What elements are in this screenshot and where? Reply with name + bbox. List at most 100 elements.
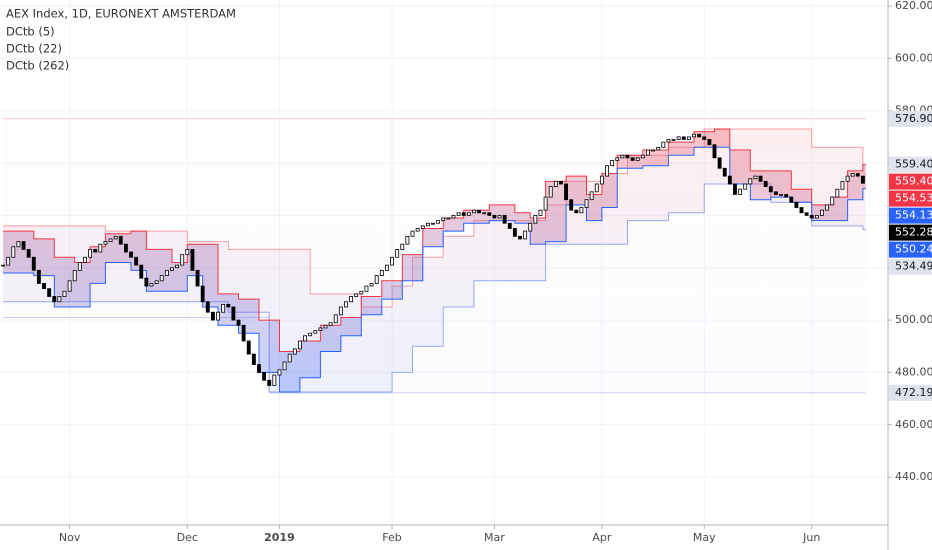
candle-body bbox=[308, 332, 313, 337]
y-tick-label: 480.00 bbox=[895, 365, 932, 378]
candle-body bbox=[210, 311, 215, 321]
candle-body bbox=[154, 280, 159, 284]
candle-body bbox=[436, 220, 441, 224]
price-label-bg bbox=[889, 384, 932, 401]
candle-body bbox=[395, 249, 400, 258]
candle-body bbox=[717, 157, 722, 169]
channel-lower bbox=[3, 317, 866, 394]
candle-body bbox=[267, 379, 272, 386]
candle-body bbox=[16, 241, 21, 248]
candle-body bbox=[825, 204, 830, 211]
candle-body bbox=[118, 235, 123, 245]
candle-body bbox=[635, 157, 640, 161]
candle-body bbox=[814, 214, 819, 219]
candle-body bbox=[405, 235, 410, 245]
candle-body bbox=[768, 186, 773, 193]
candle-body bbox=[686, 136, 691, 140]
candle-body bbox=[175, 264, 180, 269]
channel-upper bbox=[3, 128, 866, 352]
candle-body bbox=[599, 175, 604, 185]
price-label: 559.40 bbox=[895, 158, 932, 171]
candle-body bbox=[108, 238, 113, 242]
candle-body bbox=[139, 264, 144, 279]
candle-body bbox=[57, 296, 62, 303]
legend-entry: DCtb (262) bbox=[6, 59, 69, 73]
candle-body bbox=[855, 173, 860, 177]
candle-body bbox=[830, 196, 835, 206]
candle-body bbox=[559, 180, 563, 185]
x-tick-label: 2019 bbox=[264, 531, 295, 544]
candle-body bbox=[523, 230, 528, 240]
candle-body bbox=[277, 369, 282, 376]
candle-body bbox=[733, 183, 737, 195]
candle-body bbox=[6, 256, 11, 266]
candle-body bbox=[804, 212, 809, 216]
candle-body bbox=[246, 340, 251, 355]
candle-body bbox=[415, 228, 420, 232]
candle-body bbox=[579, 207, 584, 214]
candle-body bbox=[328, 322, 333, 326]
candle-body bbox=[318, 327, 323, 331]
candle-body bbox=[784, 194, 789, 198]
x-tick-label: Apr bbox=[592, 531, 612, 544]
candle-body bbox=[384, 264, 389, 271]
candle-body bbox=[738, 188, 743, 195]
candle-body bbox=[758, 175, 763, 182]
candle-body bbox=[257, 364, 261, 373]
price-label-bg bbox=[889, 207, 932, 224]
candle-body bbox=[646, 149, 650, 156]
candle-body bbox=[584, 199, 589, 208]
price-label: 559.40 bbox=[895, 175, 932, 188]
candle-body bbox=[420, 225, 425, 229]
candle-body bbox=[359, 290, 364, 295]
candle-body bbox=[297, 340, 302, 350]
candle-body bbox=[195, 269, 200, 287]
candle-body bbox=[466, 212, 471, 216]
candle-body bbox=[216, 311, 220, 321]
candle-body bbox=[533, 214, 538, 224]
candle-body bbox=[287, 353, 292, 363]
candle-body bbox=[451, 214, 456, 219]
candle-body bbox=[487, 212, 492, 216]
candle-body bbox=[344, 301, 348, 308]
price-label-bg bbox=[889, 224, 932, 241]
axes: 440.00460.00480.00500.00520.00540.00560.… bbox=[59, 0, 932, 544]
candle-body bbox=[707, 139, 712, 146]
y-tick-label: 460.00 bbox=[895, 418, 932, 431]
candle-body bbox=[605, 165, 609, 177]
candle-body bbox=[492, 214, 497, 219]
candle-body bbox=[630, 157, 635, 161]
candle-body bbox=[431, 222, 435, 225]
candle-body bbox=[789, 196, 794, 203]
price-label: 472.19 bbox=[895, 386, 932, 399]
candle-body bbox=[697, 133, 702, 138]
candle-body bbox=[835, 188, 840, 198]
candle-body bbox=[251, 353, 256, 365]
candle-body bbox=[1, 264, 6, 267]
candle-body bbox=[512, 228, 517, 237]
candle-body bbox=[748, 178, 753, 185]
price-label-bg bbox=[889, 241, 932, 258]
candle-body bbox=[144, 277, 149, 287]
candle-body bbox=[518, 235, 522, 240]
candle-body bbox=[727, 175, 732, 185]
candle-body bbox=[820, 209, 824, 216]
candle-body bbox=[773, 191, 778, 195]
candle-body bbox=[809, 214, 814, 219]
x-tick-label: Mar bbox=[484, 531, 505, 544]
candle-body bbox=[743, 183, 748, 190]
candle-body bbox=[21, 241, 26, 250]
candle-body bbox=[574, 209, 579, 214]
candle-body bbox=[610, 160, 615, 167]
candle-body bbox=[564, 183, 569, 201]
candle-body bbox=[103, 241, 108, 245]
candle-body bbox=[47, 288, 52, 297]
candle-body bbox=[62, 290, 67, 297]
candle-body bbox=[543, 196, 548, 211]
candle-body bbox=[113, 235, 118, 240]
candle-body bbox=[52, 296, 57, 303]
candle-body bbox=[477, 209, 481, 214]
candle-body bbox=[441, 217, 446, 222]
candle-body bbox=[666, 139, 671, 143]
x-tick-label: Dec bbox=[177, 531, 198, 544]
